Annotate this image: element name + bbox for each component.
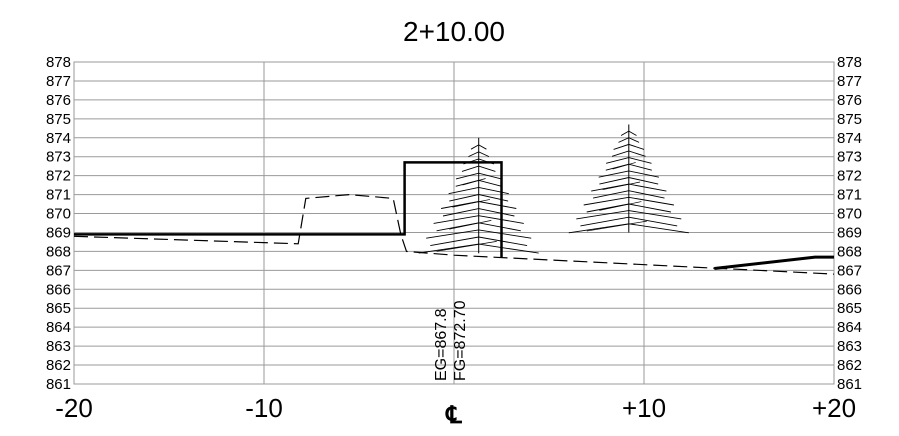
tree-branch <box>430 236 528 247</box>
y-tick-label-right: 867 <box>837 262 862 279</box>
tree-branch <box>462 178 486 186</box>
x-tick-label: +10 <box>622 393 666 423</box>
eg-annotation: EG=867.8 <box>433 308 450 381</box>
tree-branch <box>586 220 647 232</box>
y-tick-label-left: 878 <box>46 54 71 71</box>
tree-branch <box>580 216 678 227</box>
tree-branch <box>583 196 674 206</box>
tree-branch <box>613 143 645 150</box>
y-tick-label-left: 863 <box>46 338 71 355</box>
y-tick-label-right: 873 <box>837 149 862 166</box>
y-tick-label-left: 866 <box>46 281 71 298</box>
tree-symbol <box>568 124 689 234</box>
y-tick-label-left: 877 <box>46 73 71 90</box>
existing-ground-line <box>73 193 835 275</box>
y-tick-label-right: 863 <box>837 338 862 355</box>
tree-branch <box>599 201 642 211</box>
tree-branch <box>470 144 487 150</box>
y-tick-label-left: 862 <box>46 357 71 374</box>
tree-branch <box>442 208 515 217</box>
tree-branch <box>599 177 659 185</box>
tree-branch <box>602 181 641 191</box>
tree-branch <box>463 158 495 165</box>
tree-branch <box>449 220 492 230</box>
chart-title: 2+10.00 <box>403 16 505 47</box>
y-tick-label-right: 874 <box>837 130 862 147</box>
y-tick-label-right: 872 <box>837 168 862 185</box>
y-tick-label-right: 868 <box>837 243 862 260</box>
y-tick-label-left: 870 <box>46 206 71 223</box>
y-tick-label-right: 862 <box>837 357 862 374</box>
tree-branch <box>618 137 640 143</box>
y-tick-label-right: 876 <box>837 92 862 109</box>
y-tick-label-right: 861 <box>837 376 862 393</box>
plot-marks <box>73 124 835 275</box>
y-tick-label-left: 861 <box>46 376 71 393</box>
y-tick-label-right: 877 <box>837 73 862 90</box>
tree-branch <box>452 199 491 208</box>
y-tick-label-left: 865 <box>46 300 71 317</box>
fg-annotation: FG=872.70 <box>452 300 469 381</box>
y-tick-label-right: 870 <box>837 206 862 223</box>
y-tick-label-left: 876 <box>46 92 71 109</box>
y-tick-label-left: 875 <box>46 111 71 128</box>
y-tick-label-right: 864 <box>837 319 862 336</box>
tree-branch <box>433 215 524 224</box>
y-tick-label-right: 871 <box>837 187 862 204</box>
centerline-label: ℄ <box>445 402 462 429</box>
y-tick-label-left: 864 <box>46 319 71 336</box>
y-tick-label-left: 868 <box>46 243 71 260</box>
y-tick-label-left: 867 <box>46 262 71 279</box>
tree-branch <box>576 210 682 220</box>
tick-labels: 861 861 862 862 863 863 864 864 865 865 866 866 867 8… <box>46 54 862 429</box>
y-tick-label-left: 874 <box>46 130 71 147</box>
y-tick-label-left: 873 <box>46 149 71 166</box>
tree-branch <box>612 162 636 170</box>
x-tick-label: -20 <box>55 393 93 423</box>
y-tick-label-left: 872 <box>46 168 71 185</box>
plot-frame <box>73 61 835 385</box>
tree-branch <box>620 130 637 136</box>
y-tick-label-right: 878 <box>837 54 862 71</box>
tree-branch <box>448 186 509 195</box>
y-tick-label-right: 875 <box>837 111 862 128</box>
tree-branch <box>436 241 497 252</box>
y-tick-label-right: 866 <box>837 281 862 298</box>
y-tick-label-right: 869 <box>837 224 862 241</box>
x-tick-label: +20 <box>812 393 856 423</box>
y-tick-label-left: 869 <box>46 224 71 241</box>
y-tick-label-right: 865 <box>837 300 862 317</box>
tree-branch <box>468 151 490 158</box>
tree-branch <box>461 165 496 172</box>
finished-grade-line <box>714 255 834 270</box>
tree-symbol <box>418 137 539 254</box>
x-tick-label: -10 <box>245 393 283 423</box>
tree-branch <box>426 229 532 239</box>
tree-branch <box>593 190 665 199</box>
y-tick-label-left: 871 <box>46 187 71 204</box>
tree-branch <box>455 172 502 180</box>
finished-grade-line <box>74 161 503 258</box>
tree-branch <box>605 157 652 164</box>
tree-branch <box>598 170 659 178</box>
tree-branch <box>449 194 509 202</box>
grid <box>73 61 835 385</box>
tree-branch <box>611 150 646 157</box>
